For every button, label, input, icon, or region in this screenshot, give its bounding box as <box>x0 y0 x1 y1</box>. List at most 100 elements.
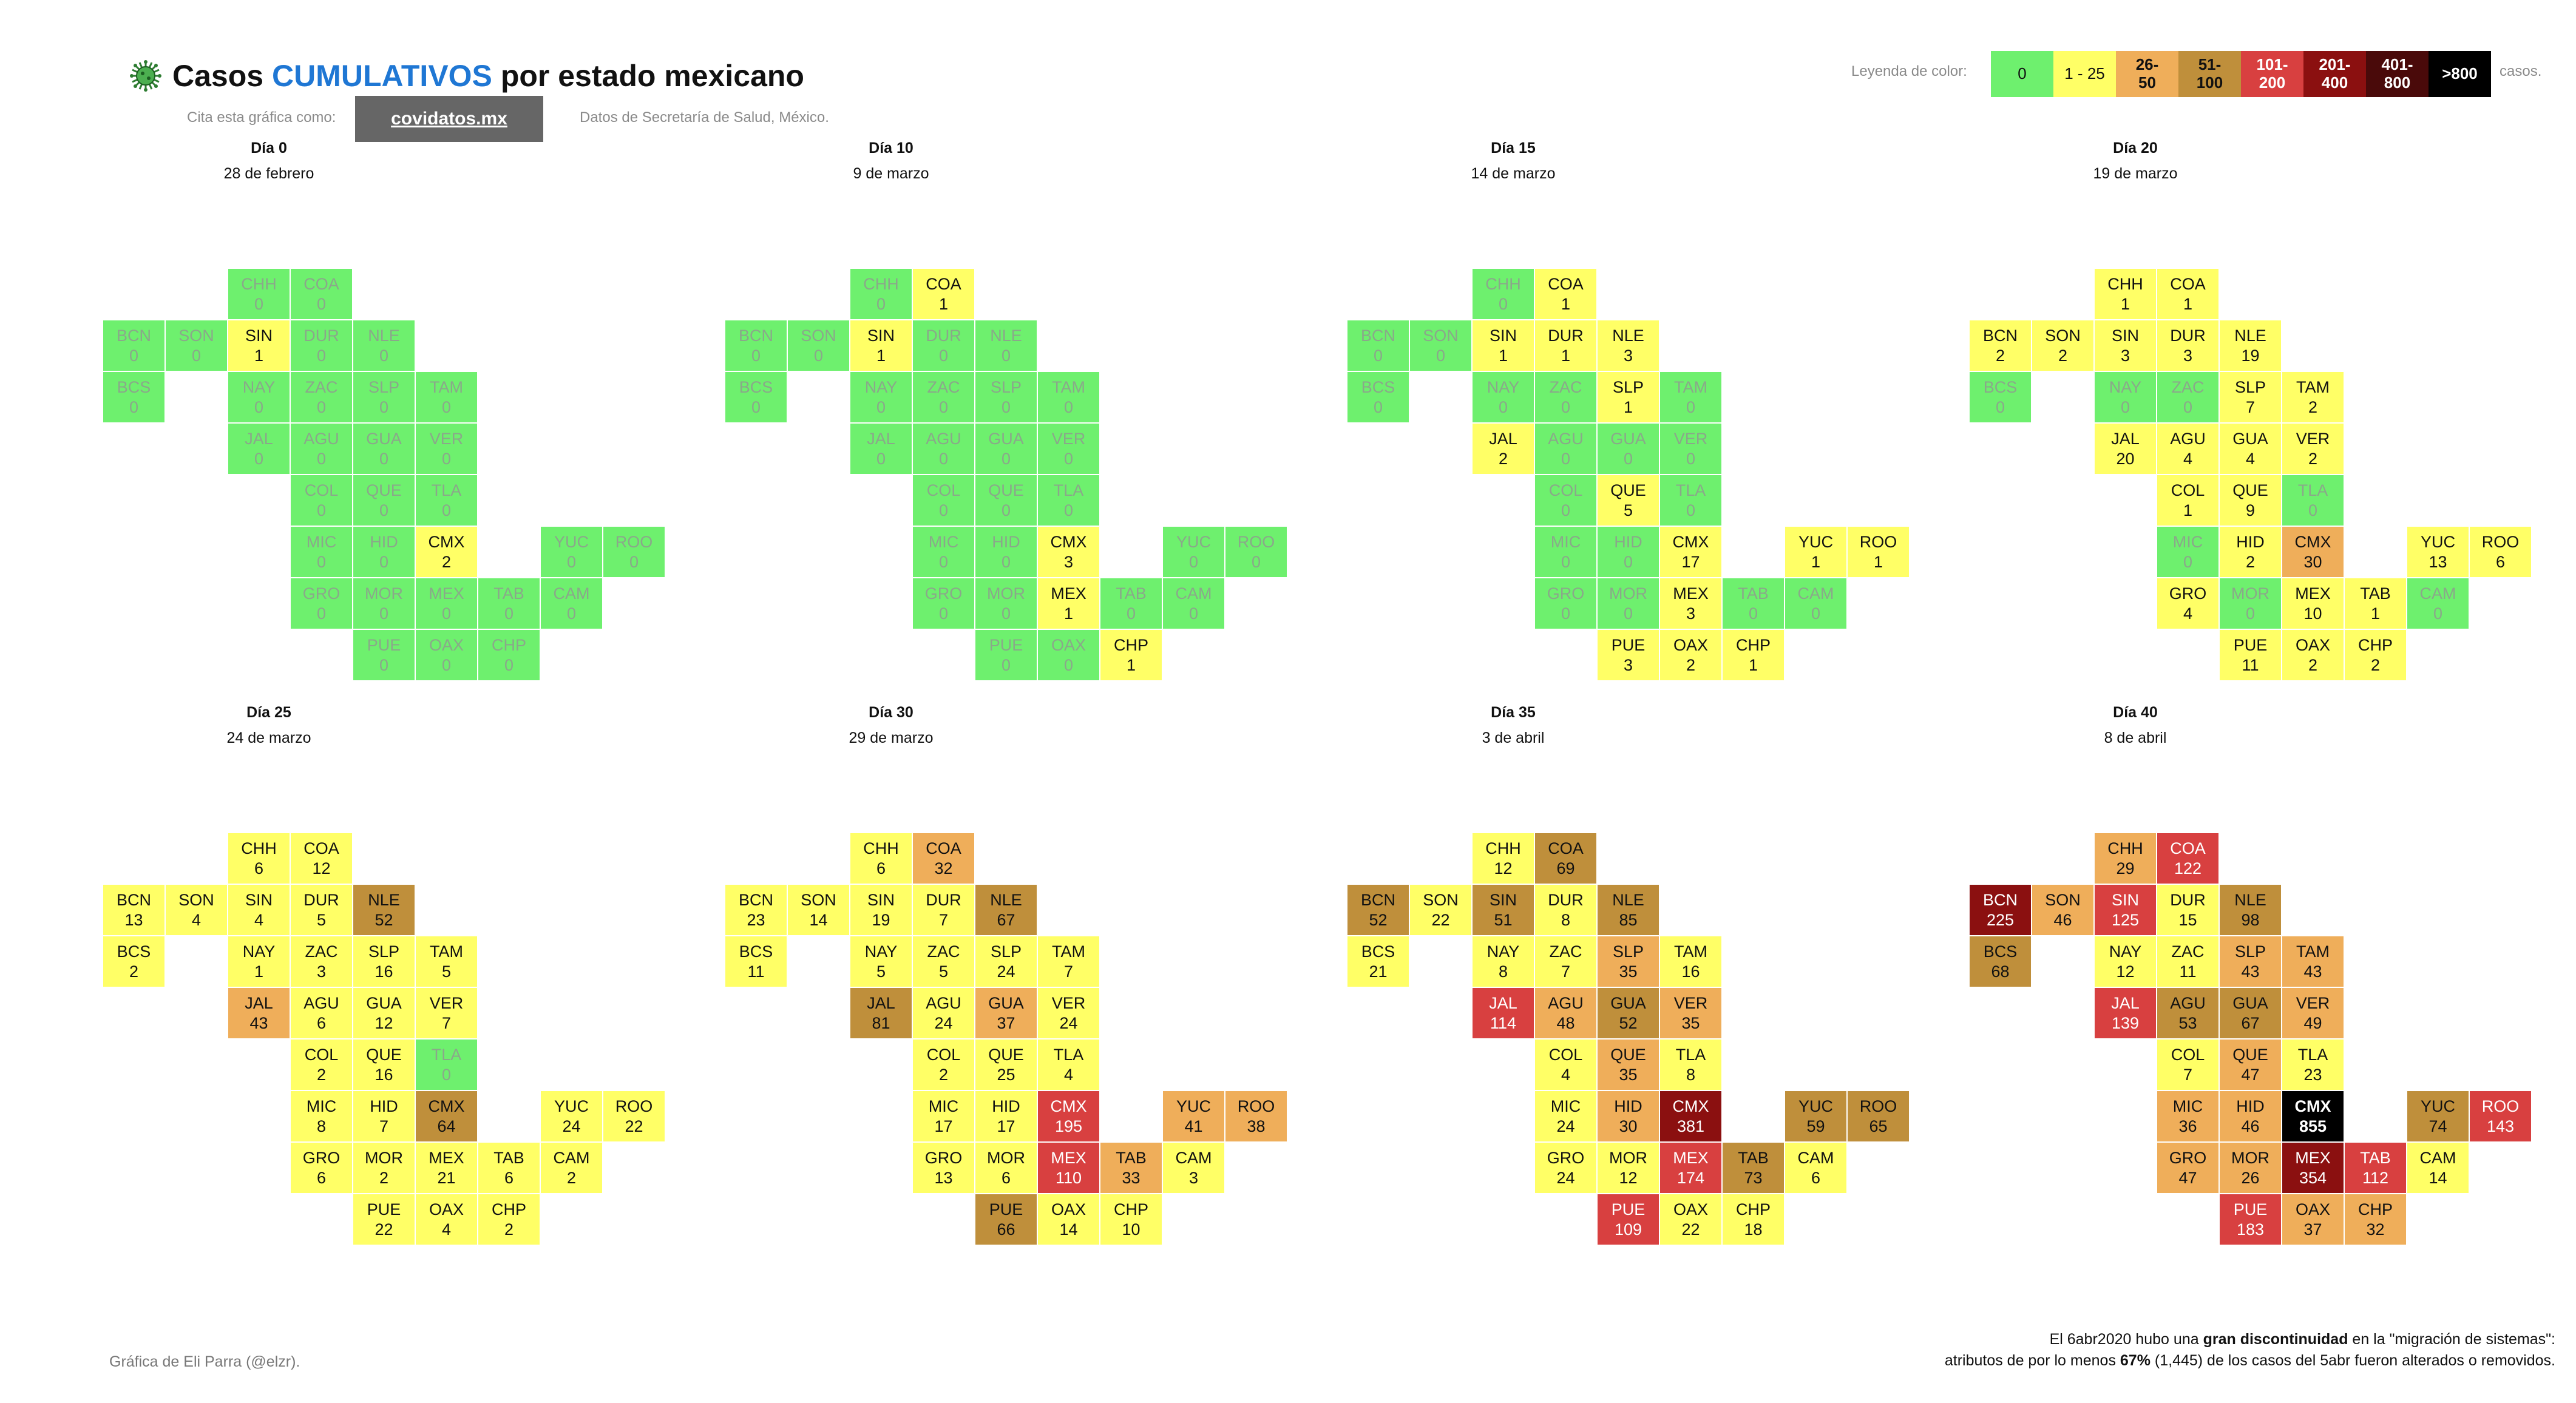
state-code: PUE <box>1611 636 1646 655</box>
state-code: CMX <box>1672 1097 1709 1116</box>
state-tile-que: QUE 35 <box>1598 1040 1659 1090</box>
day-panel: Día 20 19 de marzo CHH 1 COA 1 BCN 2 SON 2 SIN 3 DUR… <box>1970 0 2576 680</box>
state-code: CHH <box>241 275 277 294</box>
state-tile-agu: AGU 0 <box>913 424 974 474</box>
state-code: DUR <box>1548 891 1584 910</box>
state-tile-sin: SIN 125 <box>2095 885 2156 935</box>
state-value: 0 <box>441 1065 452 1084</box>
state-value: 18 <box>1744 1220 1763 1239</box>
state-value: 85 <box>1619 910 1638 929</box>
state-code: NAY <box>864 378 898 397</box>
state-value: 6 <box>316 1168 327 1187</box>
state-code: CAM <box>553 584 590 603</box>
state-value: 0 <box>1001 655 1011 674</box>
state-tile-slp: SLP 1 <box>1598 372 1659 422</box>
panel-date-label: 8 de abril <box>2104 729 2167 746</box>
state-value: 0 <box>379 501 389 519</box>
state-code: TAM <box>1674 378 1707 397</box>
state-tile-nay: NAY 0 <box>2095 372 2156 422</box>
state-tile-mex: MEX 21 <box>416 1143 477 1193</box>
state-tile-jal: JAL 20 <box>2095 424 2156 474</box>
state-tile-coa: COA 0 <box>291 269 352 319</box>
state-tile-hid: HID 46 <box>2220 1091 2281 1141</box>
day-panel: Día 15 14 de marzo CHH 0 COA 1 BCN 0 SON 0 SIN 1 DUR… <box>1347 0 1975 680</box>
state-code: DUR <box>926 326 961 345</box>
state-tile-nay: NAY 1 <box>228 936 290 987</box>
state-tile-slp: SLP 16 <box>353 936 415 987</box>
state-tile-mex: MEX 110 <box>1038 1143 1099 1193</box>
state-code: VER <box>429 994 464 1013</box>
state-value: 0 <box>1063 501 1074 519</box>
state-tile-cmx: CMX 855 <box>2282 1091 2344 1141</box>
state-tile-gro: GRO 0 <box>1535 578 1596 629</box>
state-value: 5 <box>316 910 327 929</box>
state-code: SLP <box>368 378 400 397</box>
state-tile-tab: TAB 33 <box>1100 1143 1162 1193</box>
day-panel: Día 10 9 de marzo CHH 0 COA 1 BCN 0 SON 0 SIN 1 DUR 0… <box>725 0 1353 680</box>
state-value: 0 <box>1063 397 1074 416</box>
state-value: 29 <box>2116 859 2135 877</box>
state-value: 1 <box>254 962 264 981</box>
state-code: GUA <box>2232 994 2268 1013</box>
state-code: HID <box>1614 1097 1642 1116</box>
state-code: CMX <box>428 1097 465 1116</box>
state-value: 0 <box>2120 397 2130 416</box>
state-value: 11 <box>2242 655 2259 674</box>
state-code: TAB <box>2360 1149 2391 1168</box>
state-tile-chp: CHP 10 <box>1100 1194 1162 1245</box>
state-code: MOR <box>1609 584 1647 603</box>
state-tile-mex: MEX 174 <box>1660 1143 1721 1193</box>
state-value: 3 <box>1623 346 1633 365</box>
state-value: 21 <box>1369 962 1388 981</box>
state-tile-chp: CHP 2 <box>2345 630 2406 680</box>
state-value: 4 <box>2183 449 2193 468</box>
state-tile-agu: AGU 48 <box>1535 988 1596 1038</box>
panel-date-label: 24 de marzo <box>226 729 311 746</box>
state-tile-roo: ROO 65 <box>1848 1091 1909 1141</box>
state-value: 12 <box>1494 859 1513 877</box>
state-tile-dur: DUR 7 <box>913 885 974 935</box>
state-tile-son: SON 0 <box>788 320 849 371</box>
state-code: MOR <box>365 584 403 603</box>
state-tile-yuc: YUC 59 <box>1785 1091 1846 1141</box>
state-tile-chh: CHH 6 <box>228 833 290 884</box>
state-tile-roo: ROO 6 <box>2470 527 2531 577</box>
state-code: OAX <box>429 636 464 655</box>
state-code: CMX <box>1050 533 1087 552</box>
state-value: 0 <box>1811 604 1821 623</box>
panel-day-label: Día 20 <box>2113 140 2158 157</box>
cite-link-button[interactable]: covidatos.mx <box>355 96 543 142</box>
state-tile-que: QUE 25 <box>975 1040 1037 1090</box>
state-code: ROO <box>1859 1097 1897 1116</box>
state-tile-cmx: CMX 30 <box>2282 527 2344 577</box>
state-tile-gro: GRO 0 <box>291 578 352 629</box>
state-value: 43 <box>2303 962 2322 981</box>
state-code: GUA <box>988 430 1024 448</box>
title-accent: CUMULATIVOS <box>271 59 492 93</box>
state-tile-ver: VER 0 <box>1660 424 1721 474</box>
state-value: 0 <box>254 397 264 416</box>
state-code: YUC <box>1798 533 1833 552</box>
state-code: TAB <box>2360 584 2391 603</box>
state-value: 0 <box>316 449 327 468</box>
state-code: QUE <box>366 481 402 500</box>
state-value: 0 <box>1686 397 1696 416</box>
state-tile-tab: TAB 0 <box>478 578 540 629</box>
state-value: 13 <box>934 1168 953 1187</box>
state-code: TAM <box>2296 942 2330 961</box>
state-tile-cam: CAM 3 <box>1163 1143 1224 1193</box>
state-code: CHP <box>1735 636 1771 655</box>
state-value: 5 <box>876 962 886 981</box>
state-value: 2 <box>2308 655 2318 674</box>
state-code: GUA <box>366 994 402 1013</box>
state-value: 0 <box>938 449 949 468</box>
state-tile-gua: GUA 12 <box>353 988 415 1038</box>
state-code: TLA <box>431 481 462 500</box>
state-tile-agu: AGU 4 <box>2157 424 2218 474</box>
state-code: TLA <box>2297 481 2328 500</box>
state-code: QUE <box>1610 481 1646 500</box>
state-code: AGU <box>2170 994 2206 1013</box>
state-tile-roo: ROO 38 <box>1225 1091 1287 1141</box>
state-tile-bcs: BCS 21 <box>1347 936 1409 987</box>
state-code: CAM <box>1175 584 1212 603</box>
